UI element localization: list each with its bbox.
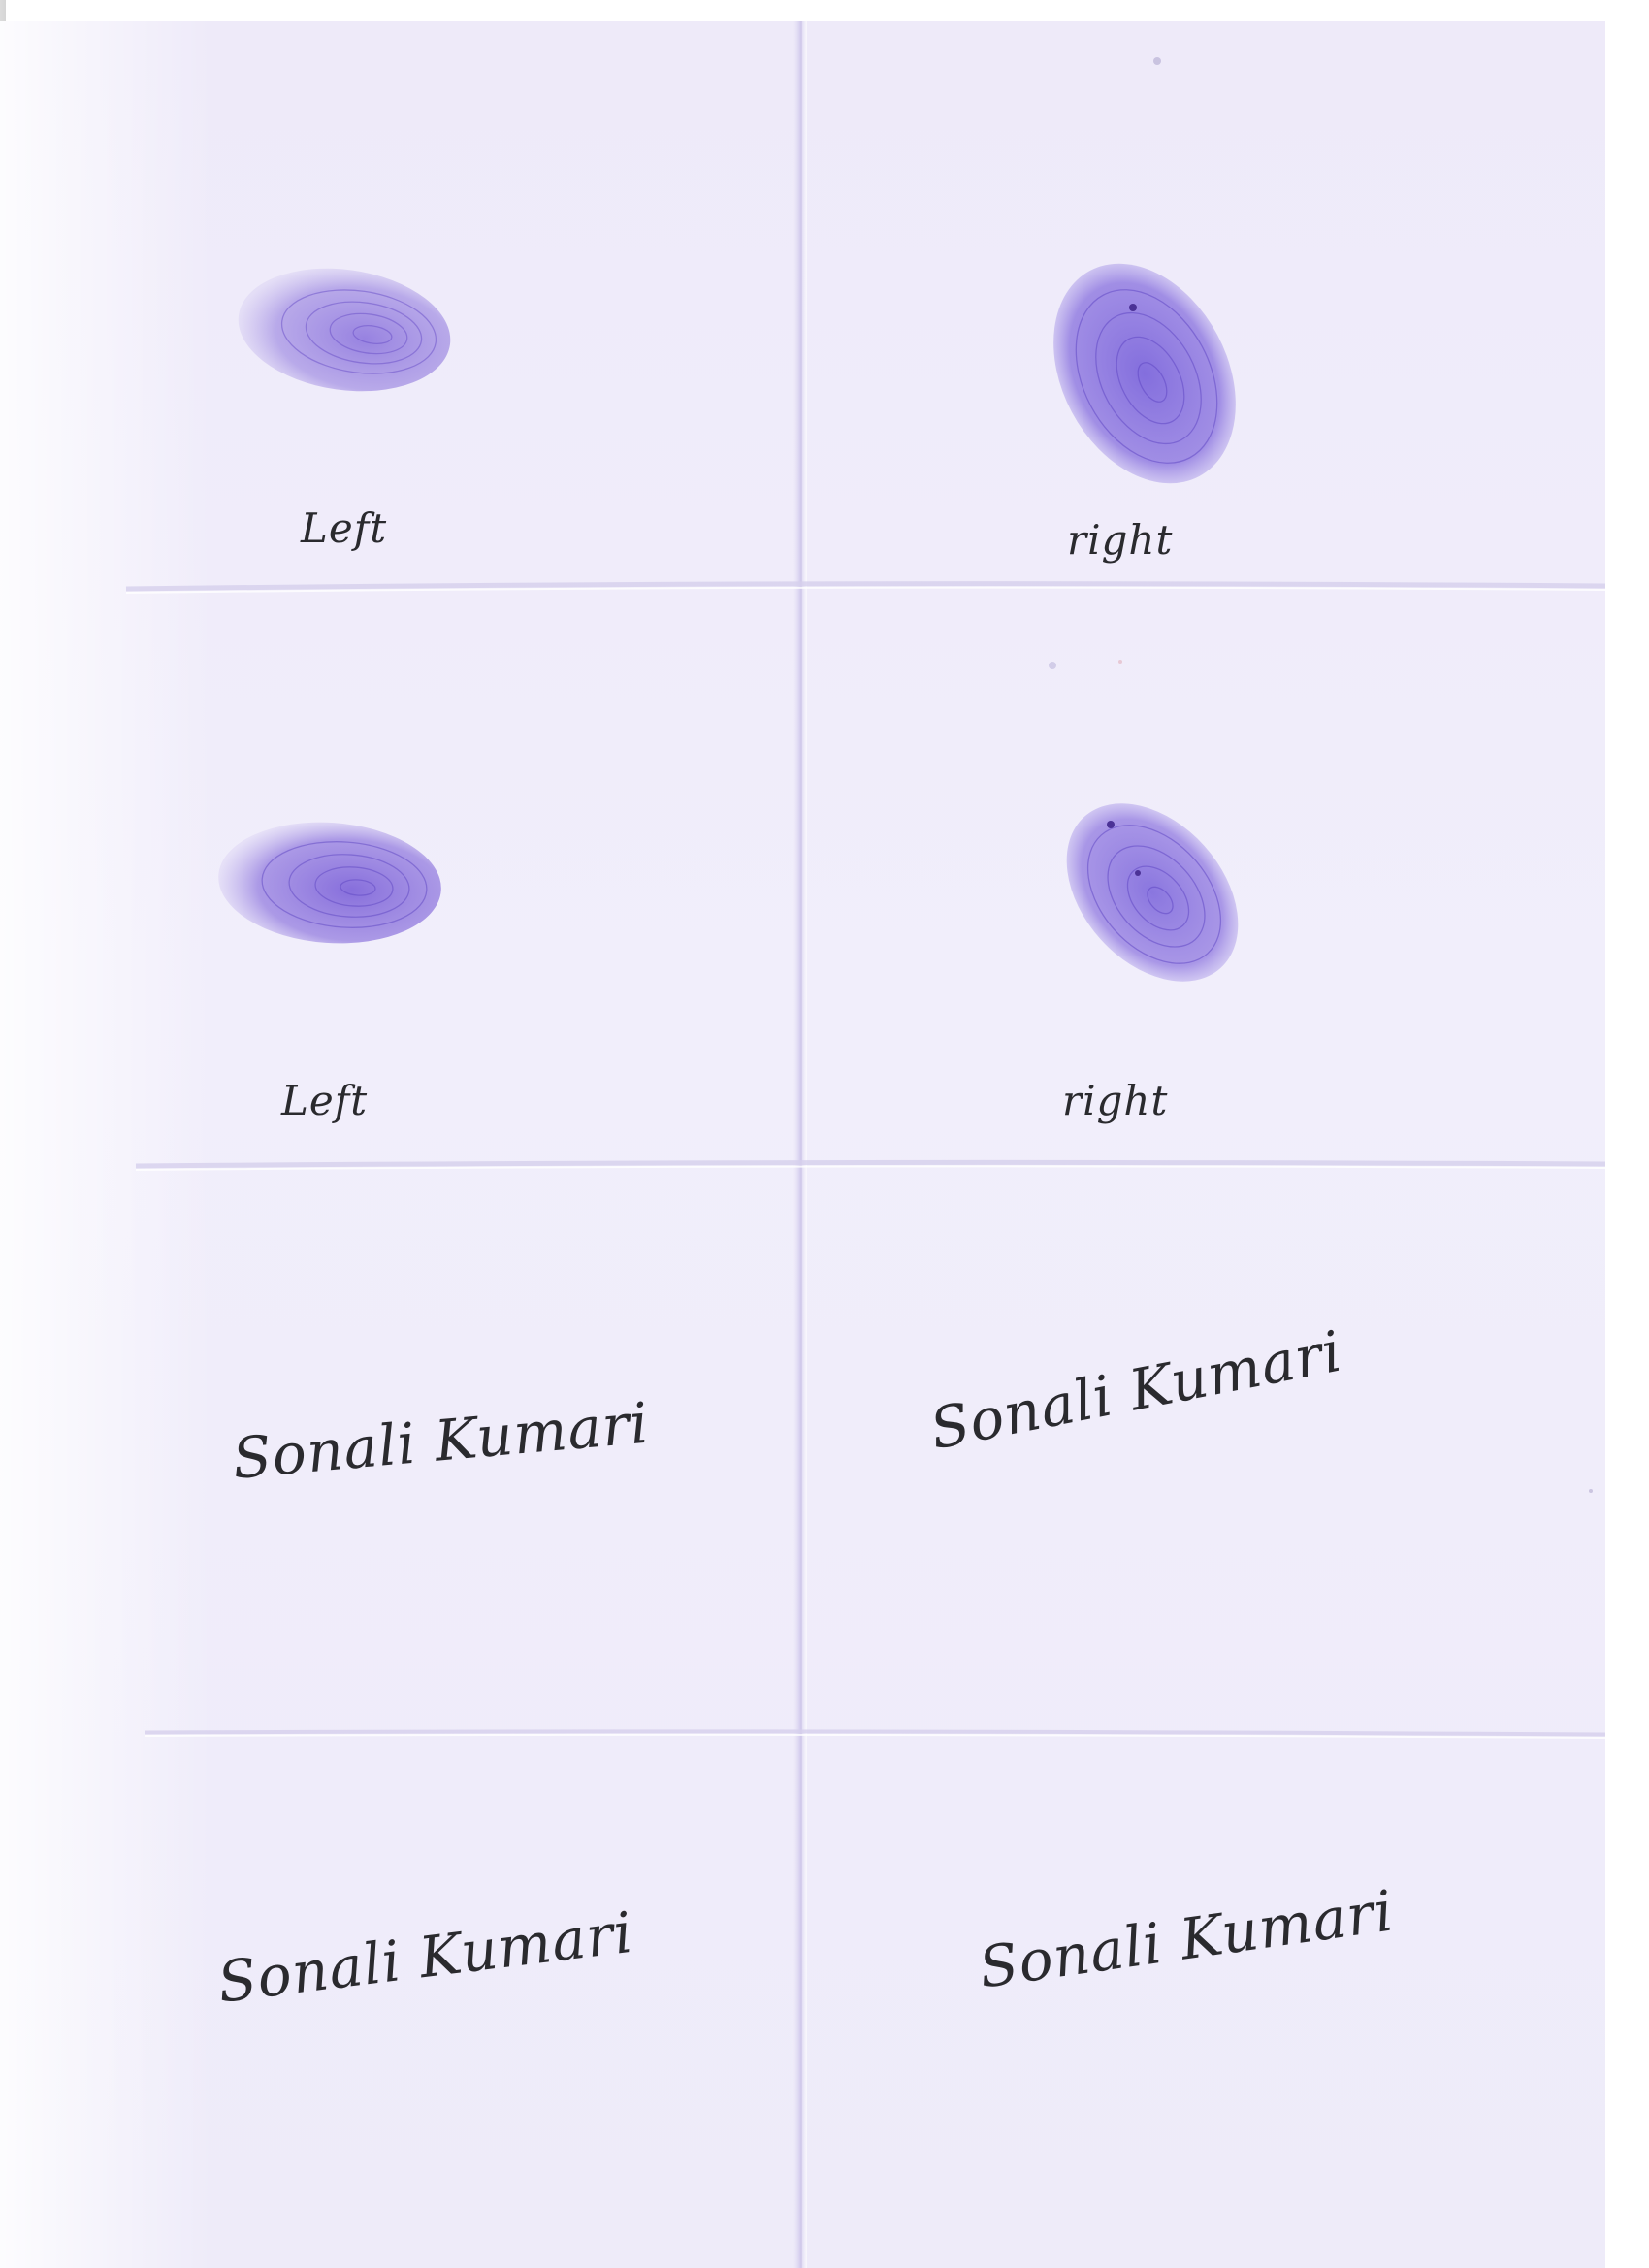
print-label: right	[1062, 1077, 1169, 1124]
fingerprint-left-2	[218, 822, 441, 944]
print-cell-right-1: right	[1009, 262, 1416, 572]
fingerprint-left-1	[238, 268, 451, 392]
print-cell-right-2: right	[1018, 795, 1426, 1124]
print-cell-left-2: Left	[184, 795, 592, 1124]
print-label: right	[1067, 516, 1174, 564]
print-cell-left-1: Left	[165, 223, 572, 552]
print-label: Left	[281, 1077, 369, 1124]
fingerprint-right-2	[1066, 803, 1239, 982]
fingerprint-right-1	[1053, 263, 1236, 484]
print-label: Left	[301, 504, 388, 552]
